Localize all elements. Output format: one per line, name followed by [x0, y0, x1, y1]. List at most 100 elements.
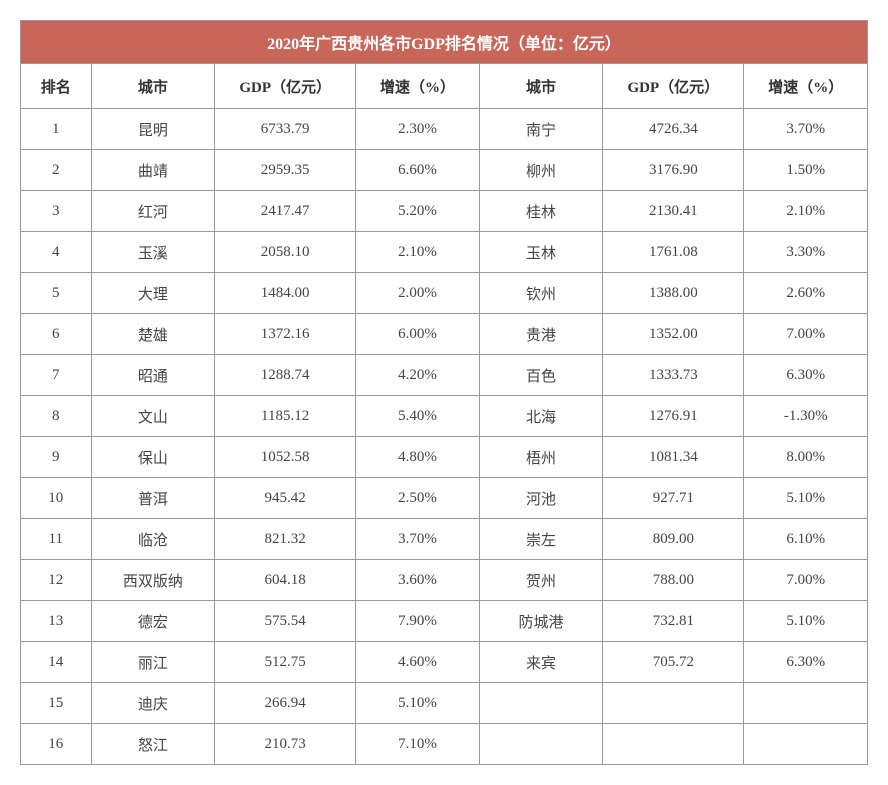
gdp-b-cell: 927.71 [603, 478, 744, 519]
growth-b-cell: 6.30% [744, 355, 868, 396]
gdp-a-cell: 1288.74 [215, 355, 356, 396]
col-growth-a: 增速（%） [356, 64, 480, 109]
city-a-cell: 玉溪 [91, 232, 215, 273]
growth-a-cell: 2.10% [356, 232, 480, 273]
gdp-b-cell: 1761.08 [603, 232, 744, 273]
table-title: 2020年广西贵州各市GDP排名情况（单位：亿元） [21, 21, 868, 64]
growth-a-cell: 3.70% [356, 519, 480, 560]
growth-a-cell: 7.10% [356, 724, 480, 765]
gdp-b-cell: 2130.41 [603, 191, 744, 232]
table-row: 2曲靖2959.356.60%柳州3176.901.50% [21, 150, 868, 191]
table-row: 5大理1484.002.00%钦州1388.002.60% [21, 273, 868, 314]
growth-b-cell: 6.10% [744, 519, 868, 560]
city-b-cell: 防城港 [479, 601, 603, 642]
city-a-cell: 昭通 [91, 355, 215, 396]
table-row: 13德宏575.547.90%防城港732.815.10% [21, 601, 868, 642]
city-b-cell [479, 683, 603, 724]
growth-a-cell: 4.60% [356, 642, 480, 683]
gdp-a-cell: 821.32 [215, 519, 356, 560]
gdp-b-cell: 4726.34 [603, 109, 744, 150]
rank-cell: 2 [21, 150, 92, 191]
rank-cell: 12 [21, 560, 92, 601]
growth-b-cell: 7.00% [744, 314, 868, 355]
growth-a-cell: 4.80% [356, 437, 480, 478]
growth-b-cell: -1.30% [744, 396, 868, 437]
city-a-cell: 曲靖 [91, 150, 215, 191]
table-row: 10普洱945.422.50%河池927.715.10% [21, 478, 868, 519]
city-b-cell [479, 724, 603, 765]
rank-cell: 11 [21, 519, 92, 560]
rank-cell: 7 [21, 355, 92, 396]
rank-cell: 8 [21, 396, 92, 437]
gdp-b-cell: 732.81 [603, 601, 744, 642]
col-rank: 排名 [21, 64, 92, 109]
growth-b-cell [744, 724, 868, 765]
growth-b-cell: 7.00% [744, 560, 868, 601]
city-a-cell: 昆明 [91, 109, 215, 150]
rank-cell: 14 [21, 642, 92, 683]
growth-b-cell: 2.60% [744, 273, 868, 314]
growth-a-cell: 6.00% [356, 314, 480, 355]
city-b-cell: 河池 [479, 478, 603, 519]
gdp-b-cell: 1276.91 [603, 396, 744, 437]
growth-b-cell: 2.10% [744, 191, 868, 232]
title-row: 2020年广西贵州各市GDP排名情况（单位：亿元） [21, 21, 868, 64]
growth-a-cell: 3.60% [356, 560, 480, 601]
col-gdp-a: GDP（亿元） [215, 64, 356, 109]
city-b-cell: 百色 [479, 355, 603, 396]
rank-cell: 13 [21, 601, 92, 642]
gdp-a-cell: 604.18 [215, 560, 356, 601]
table-row: 6楚雄1372.166.00%贵港1352.007.00% [21, 314, 868, 355]
table-row: 11临沧821.323.70%崇左809.006.10% [21, 519, 868, 560]
growth-b-cell: 3.70% [744, 109, 868, 150]
gdp-a-cell: 945.42 [215, 478, 356, 519]
city-b-cell: 钦州 [479, 273, 603, 314]
rank-cell: 6 [21, 314, 92, 355]
city-b-cell: 柳州 [479, 150, 603, 191]
gdp-b-cell: 1352.00 [603, 314, 744, 355]
rank-cell: 16 [21, 724, 92, 765]
rank-cell: 1 [21, 109, 92, 150]
gdp-b-cell: 705.72 [603, 642, 744, 683]
city-a-cell: 德宏 [91, 601, 215, 642]
city-b-cell: 崇左 [479, 519, 603, 560]
growth-a-cell: 5.20% [356, 191, 480, 232]
growth-a-cell: 4.20% [356, 355, 480, 396]
gdp-b-cell: 1081.34 [603, 437, 744, 478]
city-b-cell: 桂林 [479, 191, 603, 232]
city-a-cell: 西双版纳 [91, 560, 215, 601]
growth-b-cell: 6.30% [744, 642, 868, 683]
gdp-a-cell: 1185.12 [215, 396, 356, 437]
rank-cell: 15 [21, 683, 92, 724]
city-b-cell: 北海 [479, 396, 603, 437]
growth-b-cell: 5.10% [744, 478, 868, 519]
gdp-b-cell: 3176.90 [603, 150, 744, 191]
table-body: 1昆明6733.792.30%南宁4726.343.70%2曲靖2959.356… [21, 109, 868, 765]
city-a-cell: 文山 [91, 396, 215, 437]
city-b-cell: 玉林 [479, 232, 603, 273]
gdp-a-cell: 6733.79 [215, 109, 356, 150]
city-a-cell: 普洱 [91, 478, 215, 519]
col-city-a: 城市 [91, 64, 215, 109]
gdp-a-cell: 2959.35 [215, 150, 356, 191]
table-row: 3红河2417.475.20%桂林2130.412.10% [21, 191, 868, 232]
gdp-b-cell [603, 683, 744, 724]
growth-a-cell: 6.60% [356, 150, 480, 191]
city-a-cell: 楚雄 [91, 314, 215, 355]
gdp-a-cell: 1052.58 [215, 437, 356, 478]
city-a-cell: 保山 [91, 437, 215, 478]
table-row: 15迪庆266.945.10% [21, 683, 868, 724]
city-b-cell: 贺州 [479, 560, 603, 601]
growth-b-cell: 1.50% [744, 150, 868, 191]
growth-b-cell: 8.00% [744, 437, 868, 478]
growth-b-cell: 5.10% [744, 601, 868, 642]
table-row: 1昆明6733.792.30%南宁4726.343.70% [21, 109, 868, 150]
city-a-cell: 临沧 [91, 519, 215, 560]
col-growth-b: 增速（%） [744, 64, 868, 109]
growth-a-cell: 5.10% [356, 683, 480, 724]
city-b-cell: 来宾 [479, 642, 603, 683]
gdp-b-cell: 788.00 [603, 560, 744, 601]
gdp-b-cell [603, 724, 744, 765]
growth-a-cell: 2.30% [356, 109, 480, 150]
table-row: 4玉溪2058.102.10%玉林1761.083.30% [21, 232, 868, 273]
